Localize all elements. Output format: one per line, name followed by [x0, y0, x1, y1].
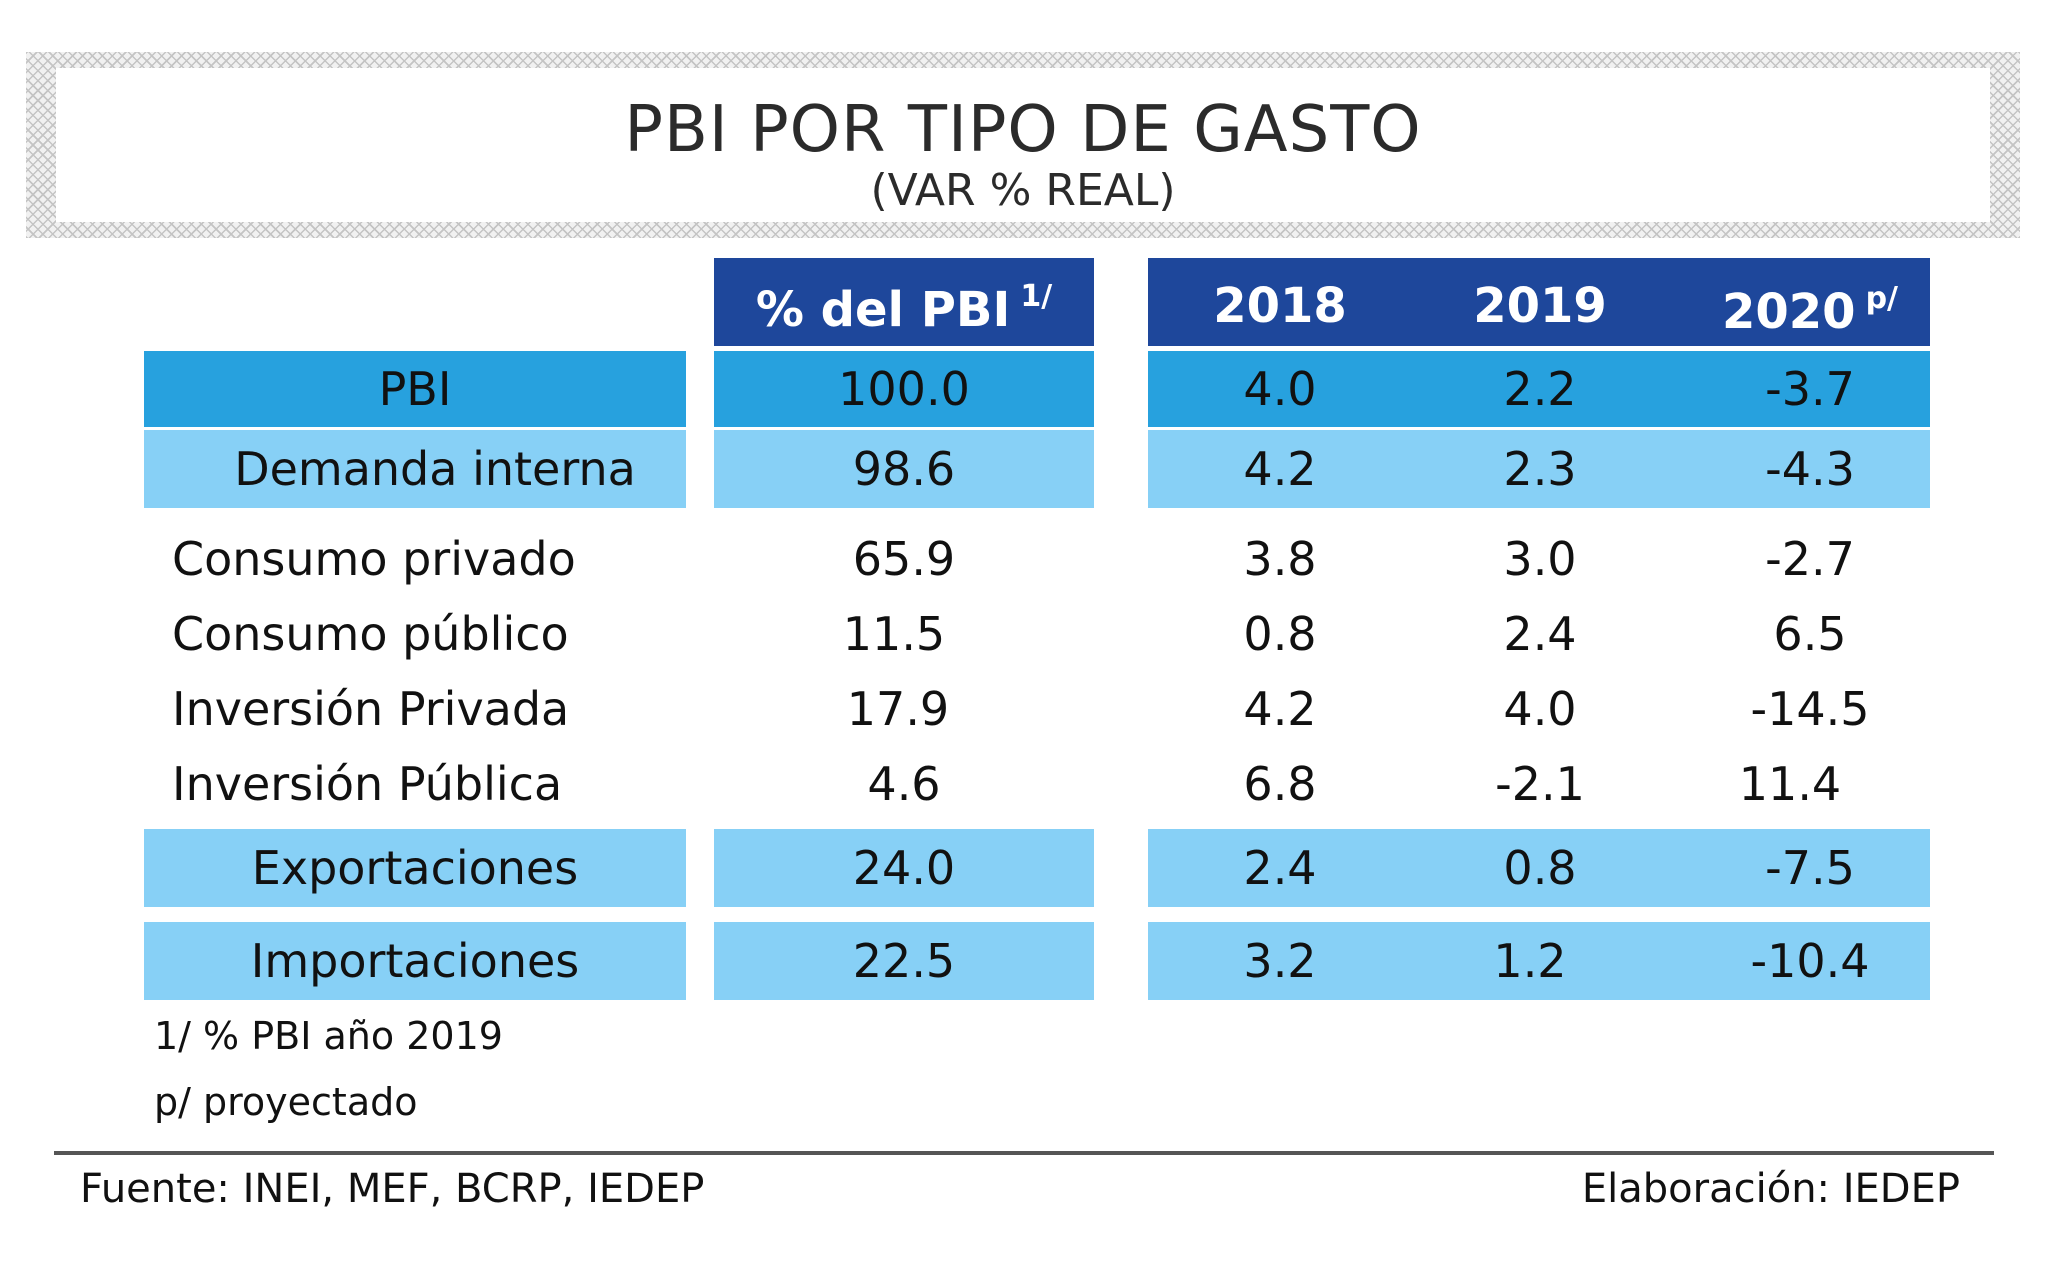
- cell-share: 100.0: [838, 362, 970, 416]
- cell-2018: 4.0: [1243, 362, 1317, 416]
- row-band-import-share: [714, 922, 1094, 1000]
- cell-2018: 3.8: [1243, 532, 1317, 586]
- header-band-share: [714, 258, 1094, 346]
- cell-2019: 3.0: [1503, 532, 1577, 586]
- cell-2019: 4.0: [1503, 682, 1577, 736]
- header-year-label: 2018: [1213, 278, 1347, 334]
- cell-2018: 6.8: [1243, 757, 1317, 811]
- header-share-label: % del PBI: [755, 282, 1011, 338]
- cell-share: 98.6: [852, 442, 956, 496]
- cell-share: 17.9: [846, 682, 950, 736]
- cell-2018: 4.2: [1243, 442, 1317, 496]
- cell-2019: 0.8: [1503, 841, 1577, 895]
- header-year-label: 2019: [1473, 278, 1607, 334]
- row-band-demanda-share: [714, 430, 1094, 508]
- source-text: Fuente: INEI, MEF, BCRP, IEDEP: [80, 1166, 705, 1212]
- cell-2020: -2.7: [1765, 532, 1855, 586]
- cell-2019: 1.2: [1493, 934, 1567, 988]
- cell-2019: 2.2: [1503, 362, 1577, 416]
- cell-2018: 2.4: [1243, 841, 1317, 895]
- row-label-consumo-publico: Consumo público: [172, 607, 569, 661]
- footnote-share: 1/ % PBI año 2019: [154, 1014, 503, 1058]
- chart-title: PBI POR TIPO DE GASTO: [624, 93, 1422, 167]
- cell-2019: 2.4: [1503, 607, 1577, 661]
- cell-2020: -3.7: [1765, 362, 1855, 416]
- header-band-years: [1148, 258, 1930, 346]
- row-band-demanda-years: [1148, 430, 1930, 508]
- header-year-2019: 2019: [1440, 262, 1640, 350]
- cell-2019: 2.3: [1503, 442, 1577, 496]
- cell-2018: 4.2: [1243, 682, 1317, 736]
- cell-2020: -7.5: [1765, 841, 1855, 895]
- credit-text: Elaboración: IEDEP: [1581, 1166, 1960, 1212]
- header-share-sup: 1/: [1020, 278, 1053, 314]
- cell-2020: 11.4: [1738, 757, 1842, 811]
- cell-2018: 3.2: [1243, 934, 1317, 988]
- row-band-import-years: [1148, 922, 1930, 1000]
- row-label-pbi: PBI: [378, 362, 452, 416]
- row-band-pbi-years: [1148, 351, 1930, 427]
- row-label-inversion-privada: Inversión Privada: [172, 682, 570, 736]
- cell-2020: -14.5: [1750, 682, 1870, 736]
- header-share: % del PBI 1/: [714, 266, 1094, 354]
- header-year-2020: 2020 p/: [1700, 268, 1920, 356]
- row-band-import-label: [144, 922, 686, 1000]
- header-year-sup: p/: [1865, 280, 1899, 316]
- cell-2019: -2.1: [1495, 757, 1585, 811]
- chart-subtitle: (VAR % REAL): [870, 165, 1176, 216]
- row-label-consumo-privado: Consumo privado: [172, 532, 576, 586]
- row-label-exportaciones: Exportaciones: [251, 841, 579, 895]
- cell-2020: 6.5: [1773, 607, 1847, 661]
- cell-share: 24.0: [852, 841, 956, 895]
- cell-share: 65.9: [852, 532, 956, 586]
- cell-share: 4.6: [867, 757, 941, 811]
- row-band-pbi-label: [144, 351, 686, 427]
- row-label-importaciones: Importaciones: [250, 934, 580, 988]
- header-year-2018: 2018: [1180, 262, 1380, 350]
- cell-2018: 0.8: [1243, 607, 1317, 661]
- row-label-inversion-publica: Inversión Pública: [172, 757, 563, 811]
- row-band-export-label: [144, 829, 686, 907]
- footer-divider: [54, 1151, 1994, 1155]
- row-band-export-years: [1148, 829, 1930, 907]
- row-label-demanda-interna: Demanda interna: [234, 442, 636, 496]
- title-box: PBI POR TIPO DE GASTO (VAR % REAL): [56, 68, 1990, 222]
- row-band-demanda-label: [144, 430, 686, 508]
- footnote-projected: p/ proyectado: [154, 1080, 418, 1124]
- cell-2020: -4.3: [1765, 442, 1855, 496]
- cell-share: 22.5: [852, 934, 956, 988]
- cell-share: 11.5: [842, 607, 946, 661]
- row-band-pbi-share: [714, 351, 1094, 427]
- row-band-export-share: [714, 829, 1094, 907]
- title-frame: PBI POR TIPO DE GASTO (VAR % REAL): [26, 52, 2020, 238]
- header-year-label: 2020: [1721, 284, 1856, 340]
- cell-2020: -10.4: [1750, 934, 1870, 988]
